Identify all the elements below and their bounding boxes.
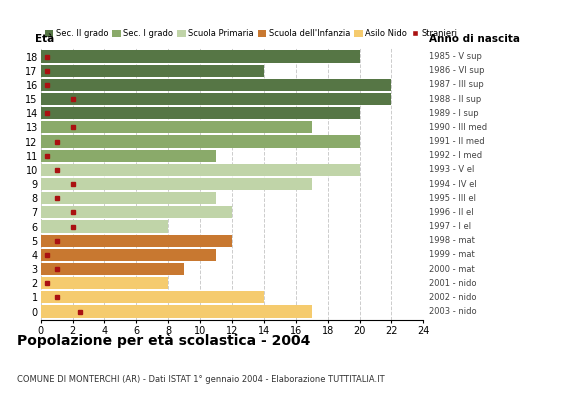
Text: COMUNE DI MONTERCHI (AR) - Dati ISTAT 1° gennaio 2004 - Elaborazione TUTTITALIA.: COMUNE DI MONTERCHI (AR) - Dati ISTAT 1°… <box>17 375 385 384</box>
Text: 1994 - IV el: 1994 - IV el <box>429 180 477 188</box>
Text: 1991 - II med: 1991 - II med <box>429 137 485 146</box>
Text: 1985 - V sup: 1985 - V sup <box>429 52 482 61</box>
Bar <box>41 306 312 318</box>
Bar <box>41 277 168 289</box>
Text: Popolazione per età scolastica - 2004: Popolazione per età scolastica - 2004 <box>17 334 311 348</box>
Bar <box>41 93 392 105</box>
Bar <box>41 291 264 303</box>
Text: 1993 - V el: 1993 - V el <box>429 165 474 174</box>
Bar <box>41 235 232 247</box>
Text: 2003 - nido: 2003 - nido <box>429 307 477 316</box>
Bar <box>41 192 216 204</box>
Bar <box>41 206 232 218</box>
Bar <box>41 65 264 77</box>
Text: 1996 - II el: 1996 - II el <box>429 208 474 217</box>
Text: 1992 - I med: 1992 - I med <box>429 151 483 160</box>
Bar <box>41 263 184 275</box>
Text: 1989 - I sup: 1989 - I sup <box>429 109 479 118</box>
Text: 2002 - nido: 2002 - nido <box>429 293 477 302</box>
Bar <box>41 178 312 190</box>
Bar <box>41 150 216 162</box>
Text: 2000 - mat: 2000 - mat <box>429 264 475 274</box>
Legend: Sec. II grado, Sec. I grado, Scuola Primaria, Scuola dell'Infanzia, Asilo Nido, : Sec. II grado, Sec. I grado, Scuola Prim… <box>45 29 458 38</box>
Text: 1987 - III sup: 1987 - III sup <box>429 80 484 89</box>
Text: 1995 - III el: 1995 - III el <box>429 194 476 203</box>
Text: 1986 - VI sup: 1986 - VI sup <box>429 66 485 75</box>
Bar <box>41 107 360 119</box>
Text: Età: Età <box>35 34 54 44</box>
Text: 1990 - III med: 1990 - III med <box>429 123 487 132</box>
Bar <box>41 79 392 91</box>
Bar <box>41 164 360 176</box>
Text: Anno di nascita: Anno di nascita <box>429 34 520 44</box>
Bar <box>41 220 168 232</box>
Text: 1988 - II sup: 1988 - II sup <box>429 94 481 104</box>
Bar <box>41 50 360 62</box>
Text: 1998 - mat: 1998 - mat <box>429 236 475 245</box>
Bar <box>41 136 360 148</box>
Text: 2001 - nido: 2001 - nido <box>429 279 477 288</box>
Bar <box>41 121 312 133</box>
Bar <box>41 249 216 261</box>
Text: 1997 - I el: 1997 - I el <box>429 222 472 231</box>
Text: 1999 - mat: 1999 - mat <box>429 250 475 259</box>
